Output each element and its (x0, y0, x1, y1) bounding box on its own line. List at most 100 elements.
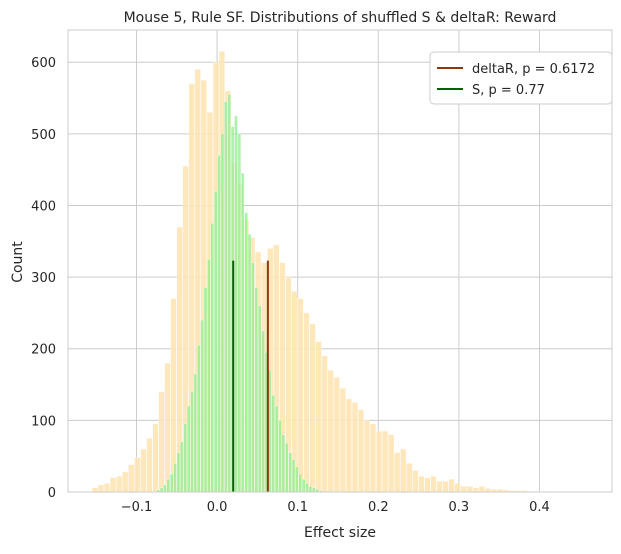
x-tick-label: 0.4 (529, 500, 550, 515)
histogram-bar-S (274, 405, 279, 493)
histogram-bar-S (278, 420, 282, 493)
histogram-bar-deltaR (357, 409, 364, 493)
histogram-bar-deltaR (430, 476, 437, 493)
histogram-bar-deltaR (364, 420, 370, 493)
y-tick-label: 500 (31, 128, 56, 143)
histogram-bar-deltaR (339, 387, 346, 493)
histogram-bar-deltaR (442, 481, 449, 493)
histogram-bar-S (180, 441, 184, 493)
histogram-bar-S (247, 233, 252, 493)
histogram-bar-deltaR (351, 402, 358, 493)
histogram-bar-deltaR (164, 362, 171, 493)
histogram-bar-deltaR (333, 377, 340, 493)
histogram-bar-S (308, 486, 313, 493)
histogram-bar-deltaR (382, 430, 389, 493)
histogram-bar-S (251, 262, 255, 493)
legend-label-deltaR: deltaR, p = 0.6172 (472, 62, 595, 77)
chart-title: Mouse 5, Rule SF. Distributions of shuff… (124, 10, 557, 26)
histogram-bar-S (258, 305, 262, 493)
histogram-bar-S (210, 223, 214, 493)
legend: deltaR, p = 0.6172 S, p = 0.77 (429, 51, 613, 105)
histogram-bar-deltaR (424, 477, 431, 493)
histogram-bar-S (197, 345, 201, 493)
vertical-lines (232, 260, 269, 492)
histogram-bar-deltaR (436, 481, 443, 493)
histogram-bar-S (281, 434, 286, 493)
histogram-bar-deltaR (327, 370, 334, 493)
tick-labels: −0.1 0.0 0.1 0.2 0.3 0.4 0 100 200 300 400 500 600 (31, 56, 550, 515)
y-tick-label: 100 (31, 414, 56, 429)
y-tick-label: 0 (48, 486, 56, 501)
histogram-bar-S (241, 173, 245, 493)
histogram-bar-deltaR (472, 487, 479, 493)
histogram-bar-S (163, 484, 167, 493)
histogram-bar-S (173, 463, 177, 493)
histogram-bar-S (295, 466, 299, 493)
histogram-bar-S (166, 478, 170, 493)
histogram-bar-deltaR (454, 483, 461, 493)
histogram-bar-deltaR (315, 341, 322, 493)
histogram-bar-deltaR (394, 452, 401, 493)
histogram-bar-deltaR (478, 486, 485, 493)
histogram-bar-S (190, 391, 194, 493)
histogram-bar-S (193, 373, 198, 493)
histogram-bar-S (312, 487, 316, 493)
histogram-bar-deltaR (448, 478, 455, 493)
x-tick-label: 0.1 (287, 500, 308, 515)
legend-label-S: S, p = 0.77 (472, 83, 545, 98)
x-tick-label: 0.2 (368, 500, 389, 515)
histogram-bar-S (207, 259, 211, 493)
histogram-bar-S (302, 478, 306, 493)
histogram-bar-deltaR (122, 471, 129, 493)
histogram-bar-deltaR (466, 486, 473, 493)
histogram-bar-S (305, 483, 309, 493)
histogram-bar-deltaR (412, 470, 419, 493)
histogram-bar-deltaR (400, 448, 407, 493)
histogram-bar-S (214, 191, 218, 493)
histogram-bar-S (200, 319, 204, 493)
y-tick-label: 600 (31, 56, 56, 71)
x-tick-label: 0.3 (449, 500, 470, 515)
histogram-bar-deltaR (98, 484, 105, 493)
histogram-bar-S (217, 155, 221, 493)
x-tick-label: 0.0 (207, 500, 228, 515)
histogram-bar-S (288, 452, 292, 493)
histogram-bar-S (285, 443, 289, 493)
histogram-bar-deltaR (388, 434, 395, 493)
histogram-bar-deltaR (116, 476, 123, 493)
histogram-bar-deltaR (134, 457, 141, 493)
histogram-bar-S (298, 473, 302, 493)
histogram-bar-deltaR (152, 423, 159, 493)
histogram-bar-deltaR (370, 423, 377, 493)
histogram-bar-deltaR (484, 488, 491, 493)
histogram-bar-deltaR (110, 477, 117, 493)
histogram-bar-S (176, 452, 181, 493)
histogram-bar-deltaR (297, 298, 304, 493)
histogram-bar-deltaR (128, 464, 135, 493)
histogram-bar-S (203, 287, 208, 493)
histogram-bar-S (237, 133, 242, 493)
histogram-bar-S (244, 212, 248, 493)
histogram-bar-S (224, 101, 228, 493)
plot-frame (67, 29, 613, 493)
histogram-bar-deltaR (406, 463, 413, 493)
histogram-bar-deltaR (309, 323, 316, 493)
histogram-bar-deltaR (140, 448, 147, 493)
x-axis-label: Effect size (304, 525, 376, 541)
y-tick-label: 300 (31, 271, 56, 286)
histogram-bar-S (220, 133, 225, 493)
histogram-bar-deltaR (158, 391, 165, 493)
histogram-bar-deltaR (345, 398, 352, 493)
histogram-bar-deltaR (418, 476, 425, 493)
histogram-bar-S (186, 405, 191, 493)
histogram-bar-S (183, 423, 187, 493)
histogram-bar-deltaR (303, 312, 310, 493)
histogram-bar-deltaR (92, 487, 98, 493)
y-tick-label: 400 (31, 199, 56, 214)
histogram-bar-deltaR (146, 438, 153, 493)
histogram-bar-deltaR (460, 486, 467, 493)
histogram-bar-deltaR (376, 430, 383, 493)
histogram-bar-S (254, 287, 258, 493)
